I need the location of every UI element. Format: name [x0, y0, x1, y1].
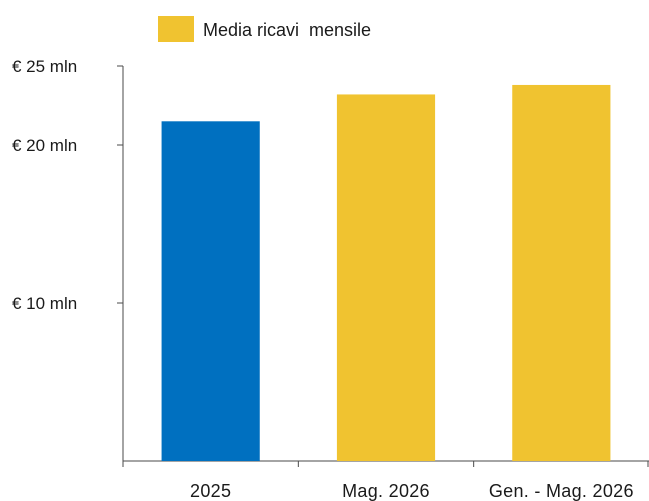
category-labels: 2025 Mag. 2026 Gen. - Mag. 2026 — [190, 481, 634, 501]
bar — [512, 84, 611, 462]
bar — [336, 94, 436, 461]
legend-swatch — [158, 16, 194, 42]
legend-label: Media ricavi mensile — [203, 20, 371, 40]
x-axis — [122, 460, 649, 467]
y-axis: € 25 mln € 20 mln € 10 mln — [12, 57, 124, 461]
chart-legend: Media ricavi mensile — [158, 16, 371, 42]
y-tick-label: € 20 mln — [12, 136, 77, 155]
bar — [161, 121, 260, 462]
x-tick-label: 2025 — [190, 481, 231, 501]
y-tick-label: € 10 mln — [12, 294, 77, 313]
y-tick-label: € 25 mln — [12, 57, 77, 76]
x-tick-label: Gen. - Mag. 2026 — [489, 481, 634, 501]
bars — [161, 84, 611, 462]
x-tick-label: Mag. 2026 — [342, 481, 430, 501]
